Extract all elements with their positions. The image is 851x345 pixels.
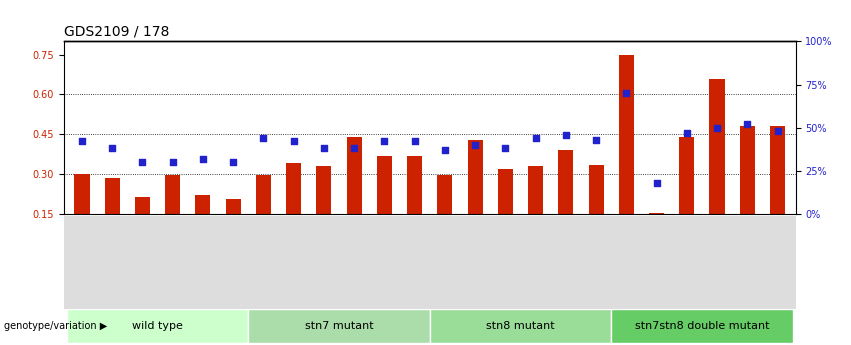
Point [740, 121, 754, 127]
Bar [558, 150, 574, 254]
Point [559, 132, 573, 137]
Bar [346, 137, 362, 254]
Bar [407, 156, 422, 254]
Point [650, 180, 664, 186]
Bar [226, 199, 241, 254]
Text: stn7stn8 double mutant: stn7stn8 double mutant [635, 321, 769, 331]
Point [347, 146, 361, 151]
Bar [679, 137, 694, 254]
Bar [437, 175, 453, 254]
Point [408, 139, 421, 144]
Text: wild type: wild type [132, 321, 183, 331]
Point [166, 159, 180, 165]
Text: stn8 mutant: stn8 mutant [486, 321, 555, 331]
Point [468, 142, 482, 148]
Bar [589, 165, 603, 254]
Bar [467, 140, 483, 254]
Bar [377, 156, 392, 254]
Point [499, 146, 512, 151]
Point [196, 156, 209, 161]
Point [106, 146, 119, 151]
Point [711, 125, 724, 130]
Bar [165, 175, 180, 254]
Bar [286, 164, 301, 254]
Bar [498, 169, 513, 254]
Text: genotype/variation ▶: genotype/variation ▶ [4, 321, 107, 331]
Bar [74, 174, 89, 254]
Bar [196, 195, 210, 254]
Bar [619, 55, 634, 254]
Point [589, 137, 603, 142]
Point [75, 139, 89, 144]
Point [135, 159, 149, 165]
Point [528, 135, 542, 141]
Bar [710, 79, 724, 254]
Point [438, 147, 452, 153]
Bar [740, 126, 755, 254]
Bar [528, 166, 543, 254]
Bar [770, 126, 785, 254]
Point [771, 128, 785, 134]
Bar [105, 178, 120, 254]
Bar [317, 166, 332, 254]
Point [257, 135, 271, 141]
Text: stn7 mutant: stn7 mutant [305, 321, 374, 331]
Bar [135, 197, 150, 254]
Point [680, 130, 694, 136]
Bar [649, 213, 664, 254]
Bar [256, 175, 271, 254]
Point [287, 139, 300, 144]
Point [620, 90, 633, 96]
Point [226, 159, 240, 165]
Point [378, 139, 391, 144]
Point [317, 146, 331, 151]
Text: GDS2109 / 178: GDS2109 / 178 [64, 25, 169, 39]
